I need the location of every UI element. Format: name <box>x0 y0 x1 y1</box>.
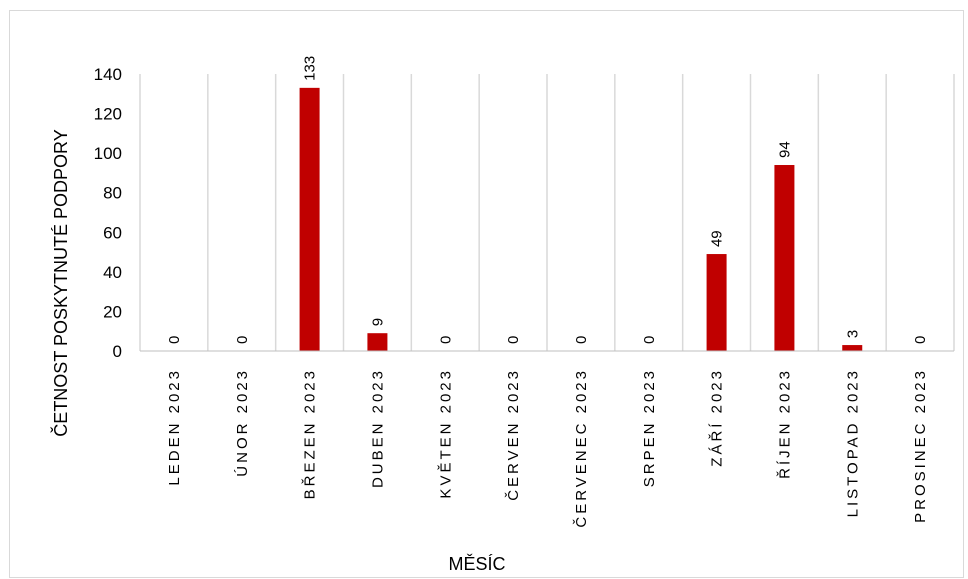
gridlines <box>139 74 955 351</box>
x-tick-label: ČERVENEC 2023 <box>573 368 590 528</box>
data-label: 0 <box>234 336 251 344</box>
x-axis-title: MĚSÍC <box>448 554 505 574</box>
bar <box>367 333 388 351</box>
data-label: 0 <box>573 336 590 344</box>
data-labels: 0 0 133 9 0 0 0 0 49 94 3 0 <box>166 56 929 344</box>
bar <box>706 254 727 351</box>
y-tick-label: 40 <box>103 263 122 282</box>
data-label: 94 <box>776 141 793 158</box>
x-tick-label: LISTOPAD 2023 <box>844 368 861 517</box>
y-tick-label: 60 <box>103 223 122 242</box>
x-tick-label: ČERVEN 2023 <box>505 368 522 501</box>
y-tick-label: 20 <box>103 302 122 321</box>
data-label: 3 <box>844 330 861 338</box>
bar <box>299 87 320 351</box>
data-label: 9 <box>369 318 386 326</box>
y-tick-label: 120 <box>94 105 122 124</box>
x-tick-label: ÚNOR 2023 <box>234 368 251 477</box>
y-tick-label: 140 <box>94 65 122 84</box>
data-label: 0 <box>912 336 929 344</box>
data-label: 133 <box>302 56 319 81</box>
chart-frame <box>9 10 964 578</box>
data-label: 0 <box>505 336 522 344</box>
x-tick-label: ZÁŘÍ 2023 <box>709 368 726 467</box>
y-axis-ticks: 0 20 40 60 80 100 120 140 <box>94 65 122 361</box>
y-tick-label: 100 <box>94 144 122 163</box>
x-tick-label: BŘEZEN 2023 <box>302 368 319 499</box>
bar <box>774 165 795 351</box>
bar <box>842 345 863 351</box>
data-label: 49 <box>709 230 726 247</box>
y-axis-title: ČETNOST POSKYTNUTÉ PODPORY <box>50 129 71 436</box>
bars <box>299 87 863 351</box>
data-label: 0 <box>641 336 658 344</box>
y-tick-label: 0 <box>113 342 122 361</box>
x-tick-label: LEDEN 2023 <box>166 368 183 486</box>
x-tick-label: KVĚTEN 2023 <box>437 368 454 499</box>
x-tick-label: PROSINEC 2023 <box>912 368 929 523</box>
y-tick-label: 80 <box>103 184 122 203</box>
x-tick-label: ŘÍJEN 2023 <box>776 368 793 479</box>
data-label: 0 <box>166 336 183 344</box>
data-label: 0 <box>437 336 454 344</box>
x-axis-categories: LEDEN 2023 ÚNOR 2023 BŘEZEN 2023 DUBEN 2023… <box>166 368 929 528</box>
x-tick-label: DUBEN 2023 <box>369 368 386 488</box>
x-tick-label: SRPEN 2023 <box>641 368 658 487</box>
